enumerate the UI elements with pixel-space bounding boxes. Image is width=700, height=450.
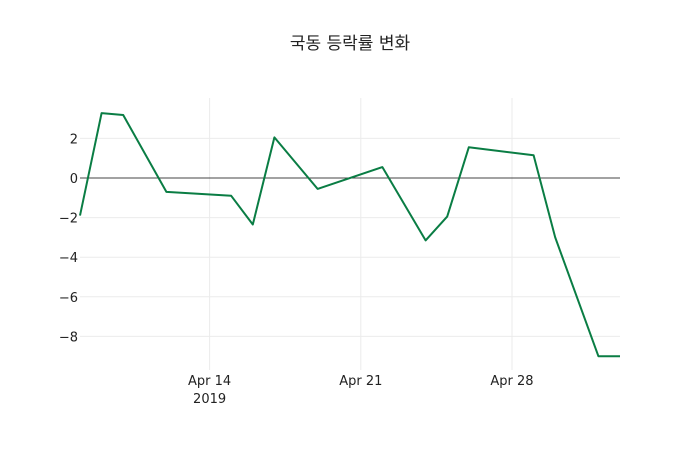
y-tick-label: −2	[59, 212, 78, 227]
x-tick-year-label: 2019	[193, 392, 226, 407]
y-tick-label: −6	[59, 291, 78, 306]
y-tick-label: 2	[70, 132, 78, 147]
y-axis-ticks: 2 0 −2 −4 −6 −8	[59, 132, 78, 345]
y-tick-label: −4	[59, 251, 78, 266]
y-tick-label: −8	[59, 330, 78, 345]
chart-title: 국동 등락률 변화	[290, 34, 411, 54]
x-tick-label: Apr 21	[339, 374, 382, 389]
x-tick-label: Apr 14	[188, 374, 231, 389]
y-tick-label: 0	[70, 172, 78, 187]
grid-lines	[80, 98, 620, 370]
series-line	[79, 112, 620, 358]
x-tick-label: Apr 28	[490, 374, 533, 389]
data-series	[79, 112, 620, 358]
x-axis-ticks: Apr 14 2019 Apr 21 Apr 28	[188, 374, 534, 407]
